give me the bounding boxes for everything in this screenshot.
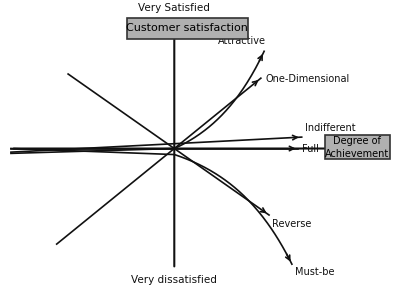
Text: Degree of
Achievement: Degree of Achievement <box>325 136 389 158</box>
Text: Must-be: Must-be <box>295 267 335 276</box>
Text: Full: Full <box>302 143 318 154</box>
Text: One-Dimensional: One-Dimensional <box>266 74 350 84</box>
Text: Very dissatisfied: Very dissatisfied <box>131 275 217 285</box>
Text: Indifferent: Indifferent <box>305 124 356 133</box>
Text: Customer satisfaction: Customer satisfaction <box>126 23 248 33</box>
Text: Attractive: Attractive <box>218 37 266 46</box>
FancyBboxPatch shape <box>127 18 248 39</box>
FancyBboxPatch shape <box>324 135 390 159</box>
Text: Very Satisfied: Very Satisfied <box>138 3 210 13</box>
Text: Reverse: Reverse <box>272 219 312 229</box>
